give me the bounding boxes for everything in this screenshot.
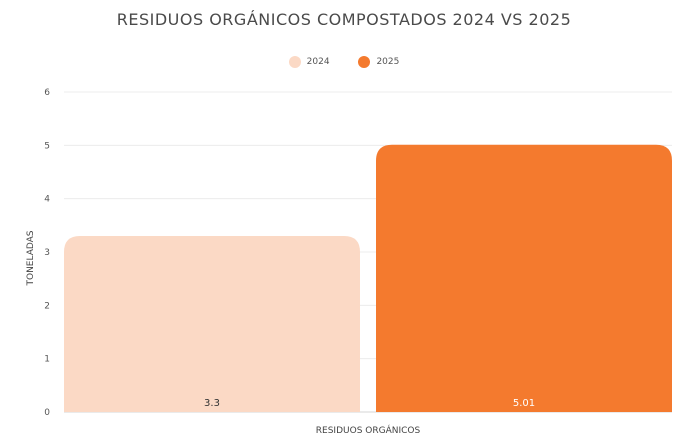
bar-2025[interactable] bbox=[376, 144, 672, 413]
bars bbox=[64, 144, 672, 413]
y-tick-label: 6 bbox=[44, 88, 50, 98]
y-tick-label: 4 bbox=[44, 195, 50, 205]
legend-entry-2025[interactable]: 2025 bbox=[358, 56, 399, 68]
data-label-2024: 3.3 bbox=[204, 398, 220, 409]
y-tick-label: 1 bbox=[44, 355, 50, 365]
chart-title: RESIDUOS ORGÁNICOS COMPOSTADOS 2024 VS 2… bbox=[116, 10, 572, 29]
legend-swatch-2024 bbox=[288, 56, 301, 68]
y-tick-label: 3 bbox=[44, 248, 50, 258]
legend-entry-2024[interactable]: 2024 bbox=[288, 56, 330, 68]
legend-label-2025: 2025 bbox=[376, 57, 400, 67]
y-axis-title: TONELADAS bbox=[26, 230, 36, 286]
bar-2024[interactable] bbox=[64, 236, 360, 412]
y-tick-label: 5 bbox=[44, 141, 50, 151]
data-labels: 3.3 5.01 bbox=[204, 398, 535, 409]
y-tick-label: 2 bbox=[44, 301, 50, 311]
data-label-2025: 5.01 bbox=[513, 398, 535, 409]
legend-label-2024: 2024 bbox=[306, 57, 330, 67]
y-axis-ticks: 0 1 2 3 4 5 6 bbox=[44, 88, 50, 418]
legend-swatch-2025 bbox=[358, 56, 371, 68]
y-tick-label: 0 bbox=[44, 408, 50, 418]
chart-legend: 2024 2025 bbox=[0, 56, 688, 71]
x-axis-title: RESIDUOS ORGÁNICOS bbox=[316, 424, 421, 436]
